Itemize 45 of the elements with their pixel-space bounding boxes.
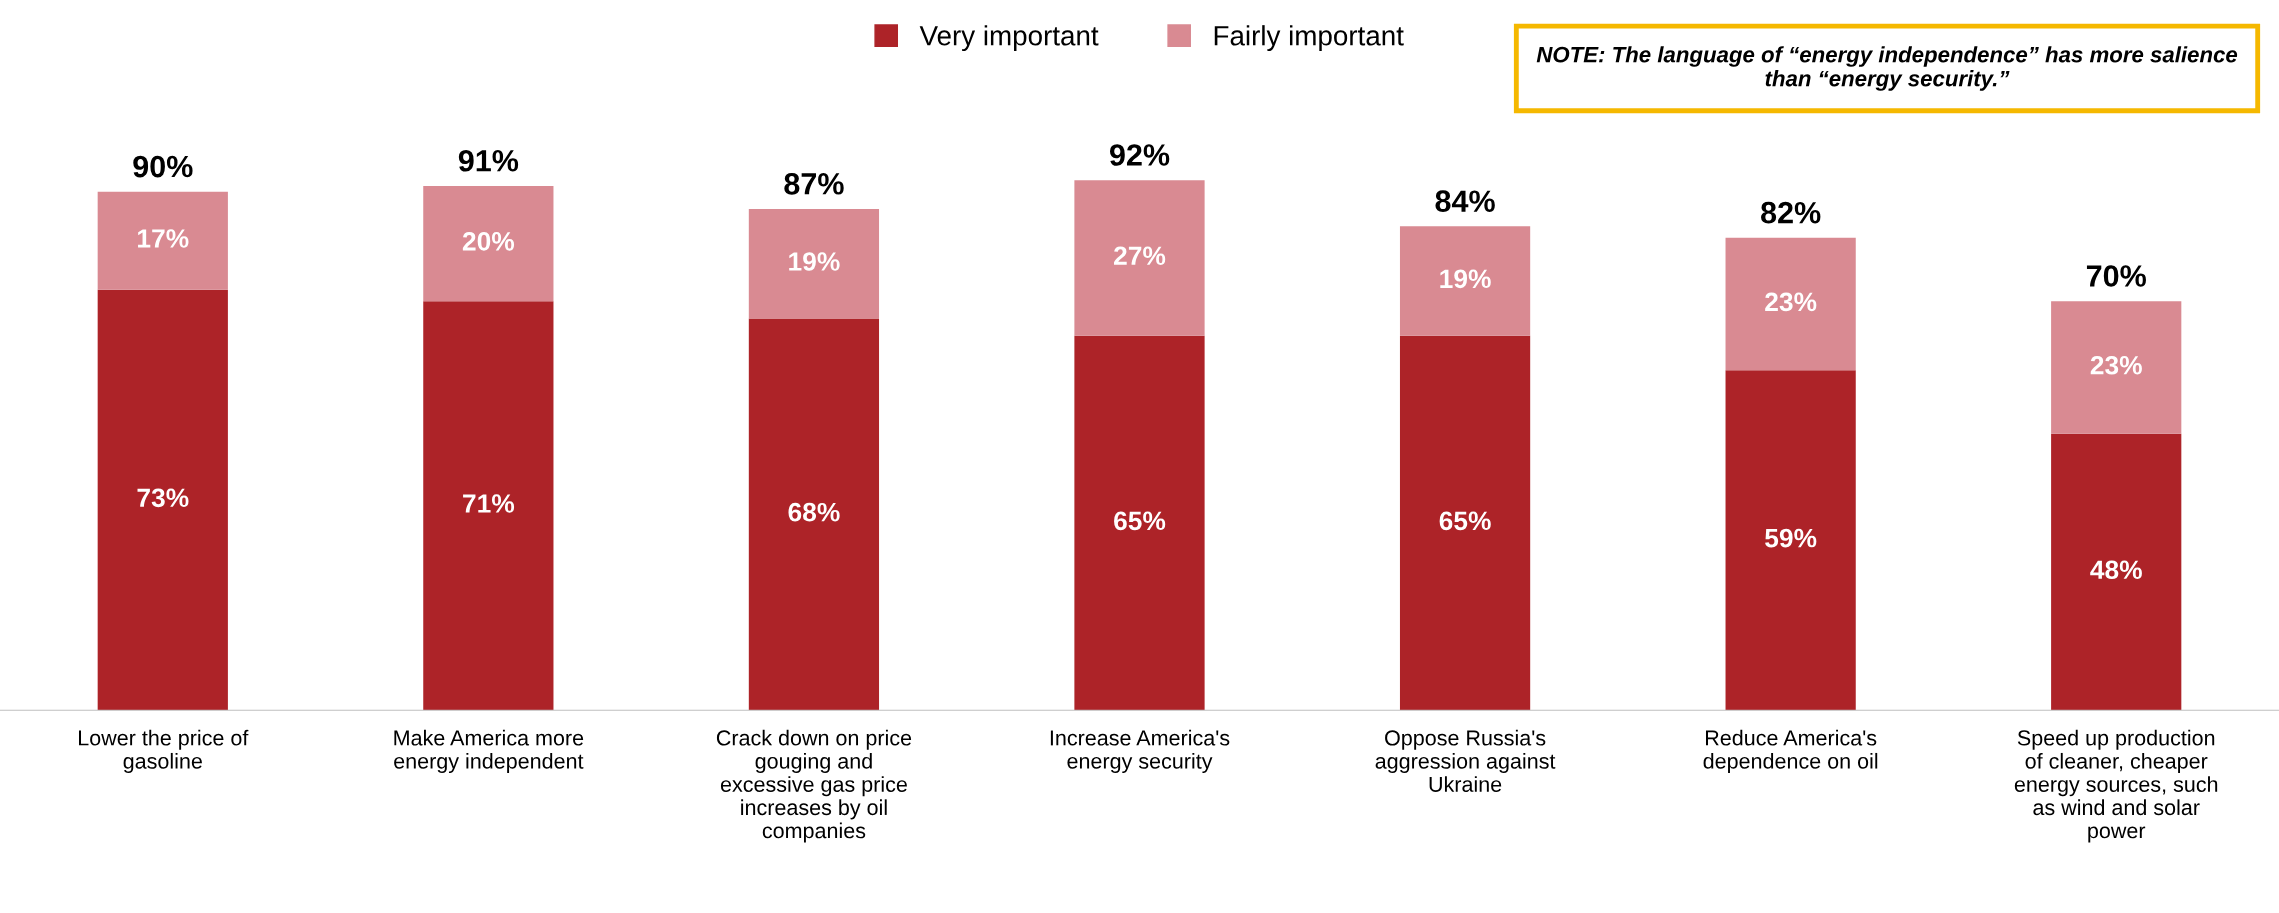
bar (423, 185, 554, 302)
data-label: 68% (788, 502, 840, 522)
x-tick-label: Reduce America's dependence on oil (1703, 729, 1878, 774)
text: NOTE: The language of “energy independence” has more salience than “energy security.” (1536, 46, 2238, 91)
total-label: 82% (1761, 201, 1821, 224)
data-label: 27% (1114, 246, 1166, 266)
x-tick-label: Make America more energy independent (394, 729, 584, 774)
bar (748, 209, 880, 319)
total-label: 91% (458, 149, 519, 172)
data-label: 23% (2090, 355, 2142, 375)
bar (2051, 301, 2182, 434)
data-label: 65% (1439, 511, 1491, 531)
legend-label: Fairly important (1214, 25, 1404, 52)
x-tick-label: Speed up production of cleaner, cheaper energy sources, such as wind and solar power (2014, 729, 2218, 843)
data-label: 48% (2090, 560, 2142, 580)
legend-label: Very important (919, 25, 1099, 52)
x-tick-label: Increase America's energy security (1050, 729, 1230, 774)
x-tick-label: Oppose Russia's aggression against Ukraine (1375, 729, 1556, 792)
total-label: 90% (133, 155, 193, 178)
total-label: 87% (784, 173, 844, 195)
x-tick-label: Crack down on price gouging and excessive gas price increases by oil companies (716, 729, 912, 843)
bar (748, 318, 880, 711)
bar (97, 289, 228, 711)
bar (1074, 180, 1205, 336)
bar (1725, 370, 1856, 711)
total-label: 92% (1109, 144, 1170, 166)
data-label: 23% (1765, 292, 1817, 312)
data-label: 19% (1440, 269, 1491, 289)
data-label: 73% (137, 488, 189, 508)
x-tick-label: Lower the price of gasoline (79, 729, 249, 774)
total-label: 70% (2086, 265, 2146, 287)
bar (2051, 433, 2182, 711)
data-label: 17% (138, 229, 189, 248)
data-label: 59% (1765, 528, 1817, 548)
bar (1399, 226, 1531, 336)
bar (1725, 237, 1856, 371)
bar (1399, 335, 1531, 711)
data-label: 65% (1114, 511, 1166, 531)
bar (423, 301, 554, 711)
bar (97, 191, 228, 290)
total-label: 84% (1435, 190, 1495, 212)
data-label: 20% (462, 232, 515, 251)
data-label: 71% (463, 494, 515, 513)
bar (1074, 335, 1205, 711)
data-label: 19% (789, 252, 840, 271)
